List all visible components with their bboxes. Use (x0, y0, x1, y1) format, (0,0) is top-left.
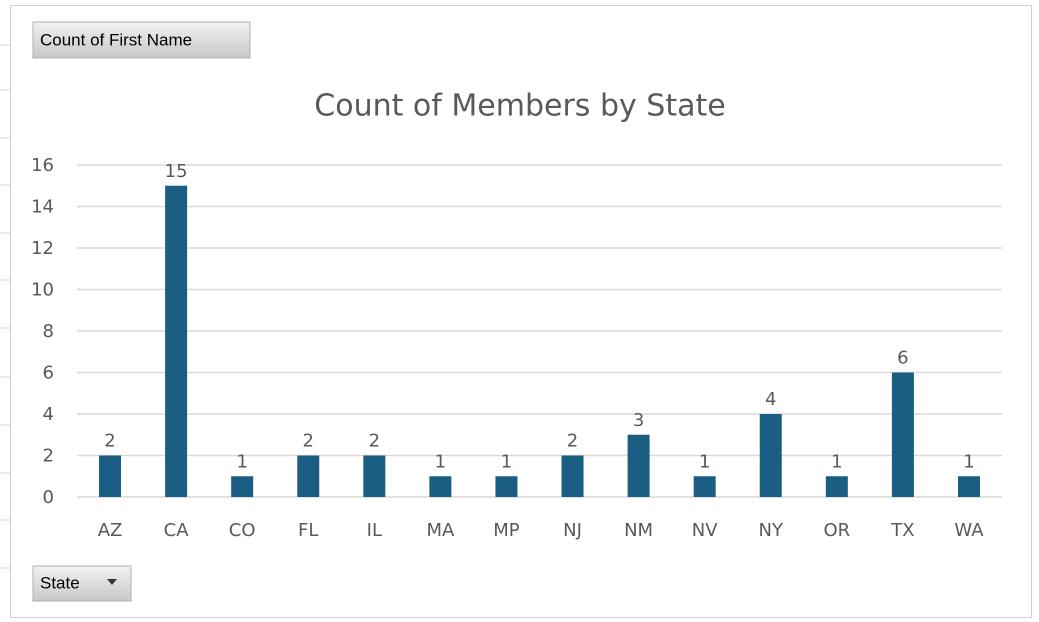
data-label: 1 (963, 451, 974, 472)
bar (165, 185, 188, 497)
y-tick-label: 8 (43, 321, 54, 342)
x-tick-label: CA (164, 520, 190, 541)
x-tick-label: MA (426, 520, 455, 541)
x-tick-label: NV (692, 520, 718, 541)
y-tick-label: 12 (31, 238, 54, 259)
y-tick-label: 6 (43, 363, 54, 384)
bar (693, 476, 716, 497)
bar (627, 434, 650, 497)
data-label: 6 (897, 348, 908, 369)
bar (825, 476, 848, 497)
data-label: 2 (104, 431, 115, 452)
chart-title: Count of Members by State (314, 89, 725, 124)
data-label: 1 (699, 451, 710, 472)
bar (99, 455, 122, 497)
x-tick-label: FL (298, 520, 318, 541)
x-tick-label: WA (954, 520, 984, 541)
data-label: 1 (501, 451, 512, 472)
data-label: 2 (369, 431, 380, 452)
x-tick-label: NJ (563, 520, 582, 541)
values-field-label: Count of First Name (40, 30, 192, 49)
x-tick-label: TX (890, 520, 914, 541)
x-tick-label: AZ (98, 520, 123, 541)
axis-field-label: State (40, 573, 80, 592)
axis-field-button[interactable]: State (32, 565, 132, 602)
data-label: 1 (435, 451, 446, 472)
bar (363, 455, 386, 497)
y-tick-label: 10 (31, 280, 54, 301)
bar (957, 476, 980, 497)
data-label: 1 (831, 451, 842, 472)
x-tick-label: CO (229, 520, 256, 541)
y-tick-label: 14 (31, 197, 54, 218)
y-tick-label: 16 (31, 155, 54, 176)
x-tick-label: NY (759, 520, 784, 541)
bar (231, 476, 254, 497)
data-label: 15 (165, 161, 188, 182)
bar (429, 476, 452, 497)
data-label: 2 (567, 431, 578, 452)
x-tick-label: OR (823, 520, 850, 541)
bar (495, 476, 518, 497)
sheet-gridlines (0, 44, 10, 569)
bar (759, 414, 782, 497)
bar (561, 455, 584, 497)
data-label: 4 (765, 389, 776, 410)
x-tick-label: NM (624, 520, 653, 541)
bar (891, 372, 914, 497)
data-label: 2 (303, 431, 314, 452)
x-tick-label: IL (367, 520, 382, 541)
values-field-button[interactable]: Count of First Name (32, 21, 251, 59)
data-label: 3 (633, 410, 644, 431)
dropdown-arrow (107, 579, 117, 585)
data-label: 1 (236, 451, 247, 472)
y-tick-label: 2 (43, 446, 54, 467)
y-tick-label: 4 (43, 404, 54, 425)
x-tick-label: MP (493, 520, 520, 541)
y-tick-label: 0 (43, 487, 54, 508)
bar (297, 455, 320, 497)
